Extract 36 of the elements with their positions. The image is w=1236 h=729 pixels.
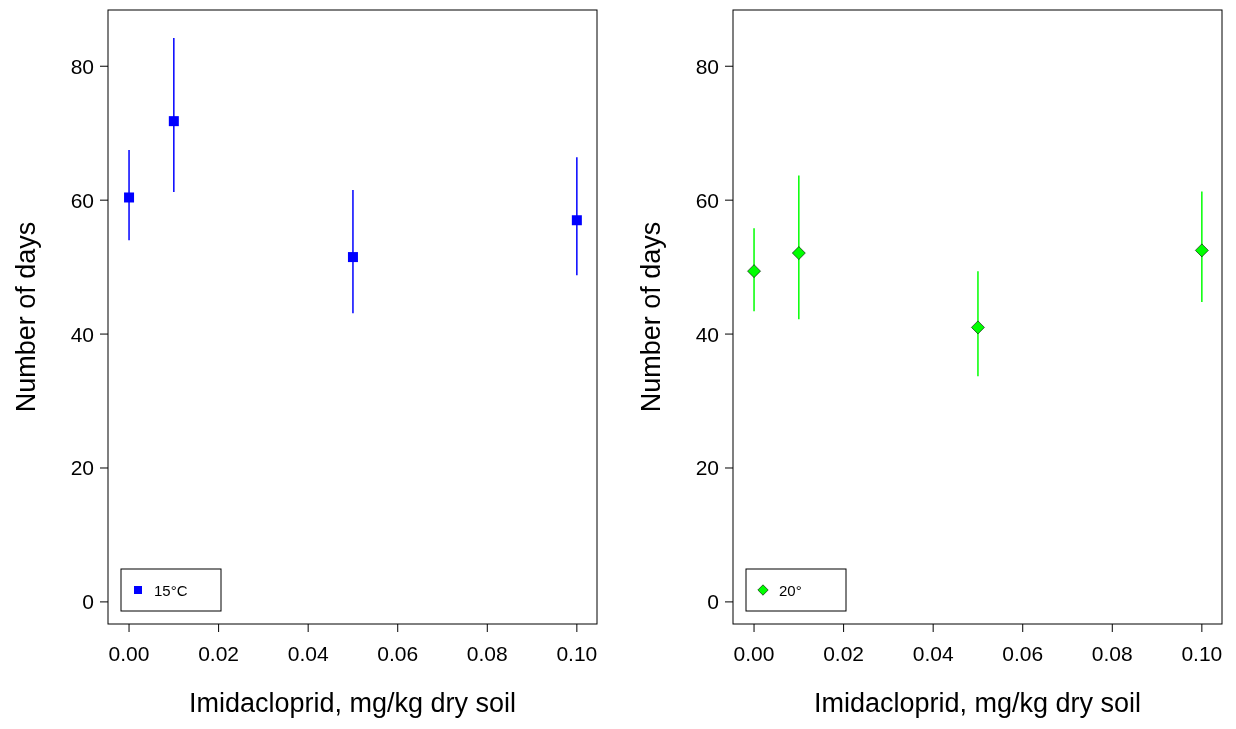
point [1195,243,1209,258]
y-tick-label: 60 [695,188,719,212]
point [747,264,761,278]
x-tick-label: 0.08 [1091,642,1133,665]
y-tick-label: 20 [695,456,719,480]
x-tick-label: 0.10 [556,642,598,665]
x-tick-label: 0.00 [733,642,775,665]
x-tick-label: 0.02 [823,642,865,665]
point [347,252,358,263]
x-axis-title: Imidacloprid, mg/kg dry soil [188,688,517,718]
y-tick-label: 60 [70,188,94,212]
x-tick-label: 0.04 [287,642,329,665]
x-tick-label: 0.02 [198,642,240,665]
point [168,116,179,127]
y-axis-title: Number of days [636,221,666,413]
x-tick-label: 0.06 [377,642,419,665]
x-axis-title: Imidacloprid, mg/kg dry soil [813,688,1142,718]
y-tick-label: 0 [82,590,94,614]
legend-label: 15°C [154,581,188,599]
x-tick-label: 0.00 [108,642,150,665]
y-tick-label: 0 [707,590,719,614]
x-tick-label: 0.06 [1002,642,1044,665]
y-tick-label: 80 [695,54,719,78]
y-tick-label: 20 [70,456,94,480]
point [571,215,582,226]
point [124,192,135,203]
x-tick-label: 0.08 [466,642,508,665]
legend-label: 20° [779,581,802,599]
point [792,246,806,260]
y-tick-label: 80 [70,54,94,78]
y-tick-label: 40 [70,322,94,346]
y-axis-title: Number of days [11,221,41,413]
point [971,320,985,335]
y-tick-label: 40 [695,322,719,346]
x-tick-label: 0.10 [1181,642,1223,665]
x-tick-label: 0.04 [912,642,954,665]
